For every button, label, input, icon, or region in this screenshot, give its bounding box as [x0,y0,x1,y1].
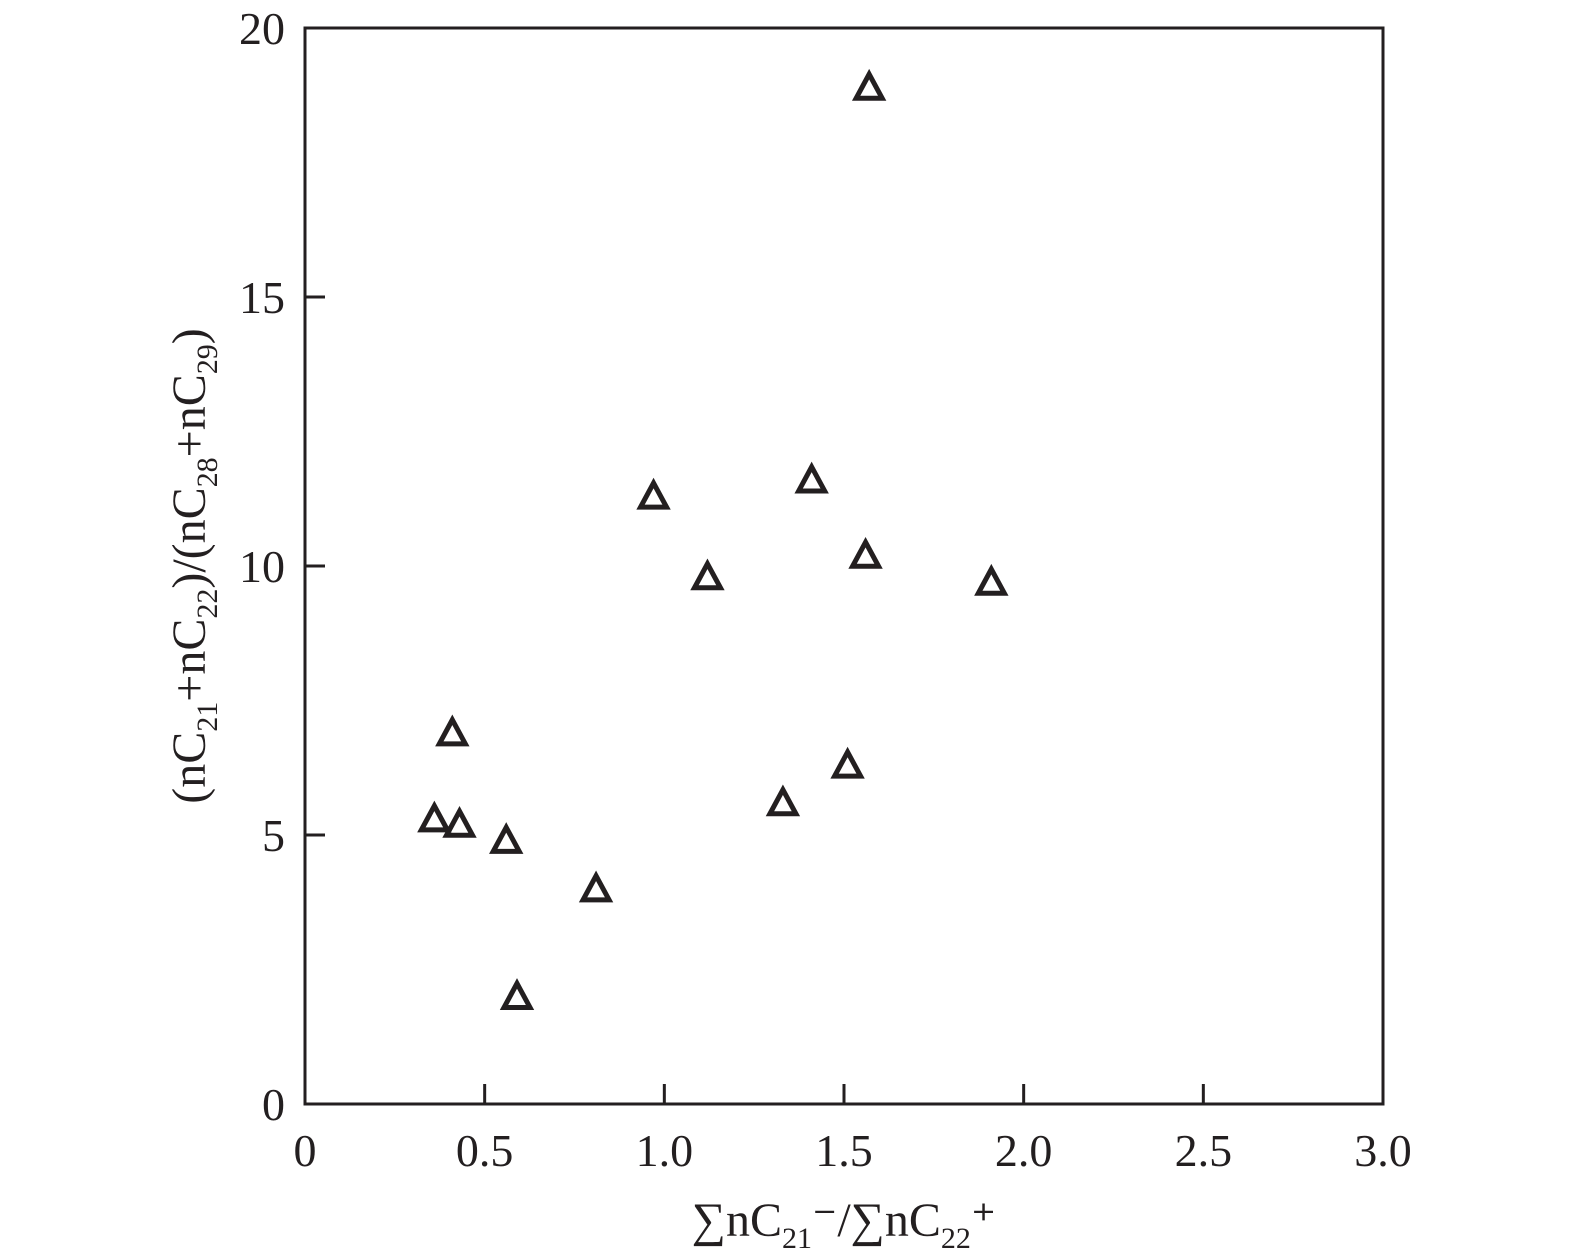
data-point [794,461,829,494]
data-point [765,784,801,817]
y-tick-label: 15 [239,272,285,323]
y-tick-label: 0 [262,1079,285,1130]
axis-tick-labels: 0 0.5 1.0 1.5 2.0 2.5 3.0 0 5 10 15 20 [239,3,1412,1176]
data-point [851,68,887,101]
x-tick-label: 2.5 [1175,1125,1233,1176]
data-point [442,805,477,838]
data-point [435,714,470,747]
data-point [830,746,865,779]
x-tick-label: 2.0 [995,1125,1053,1176]
axis-ticks [305,295,1205,1104]
data-point [489,822,524,854]
x-tick-label: 0 [294,1125,317,1176]
x-tick-label: 1.0 [636,1125,694,1176]
plot-frame [303,26,1385,1106]
data-point [974,563,1009,596]
data-point [417,800,452,833]
data-point [578,870,614,903]
y-tick-label: 10 [239,541,285,592]
data-point [636,477,671,510]
y-tick-label: 20 [239,3,285,54]
data-points [417,68,1009,1010]
x-tick-label: 1.5 [815,1125,873,1176]
data-point [499,978,535,1010]
y-axis-title: (nC21+nC22)/(nC28+nC29) [163,328,224,804]
data-point [848,536,883,569]
data-point [690,558,725,591]
x-tick-label: 3.0 [1354,1125,1412,1176]
x-axis-title: ∑nC21⁻/∑nC22⁺ [692,1194,996,1255]
x-tick-label: 0.5 [456,1125,514,1176]
y-tick-label: 5 [262,810,285,861]
